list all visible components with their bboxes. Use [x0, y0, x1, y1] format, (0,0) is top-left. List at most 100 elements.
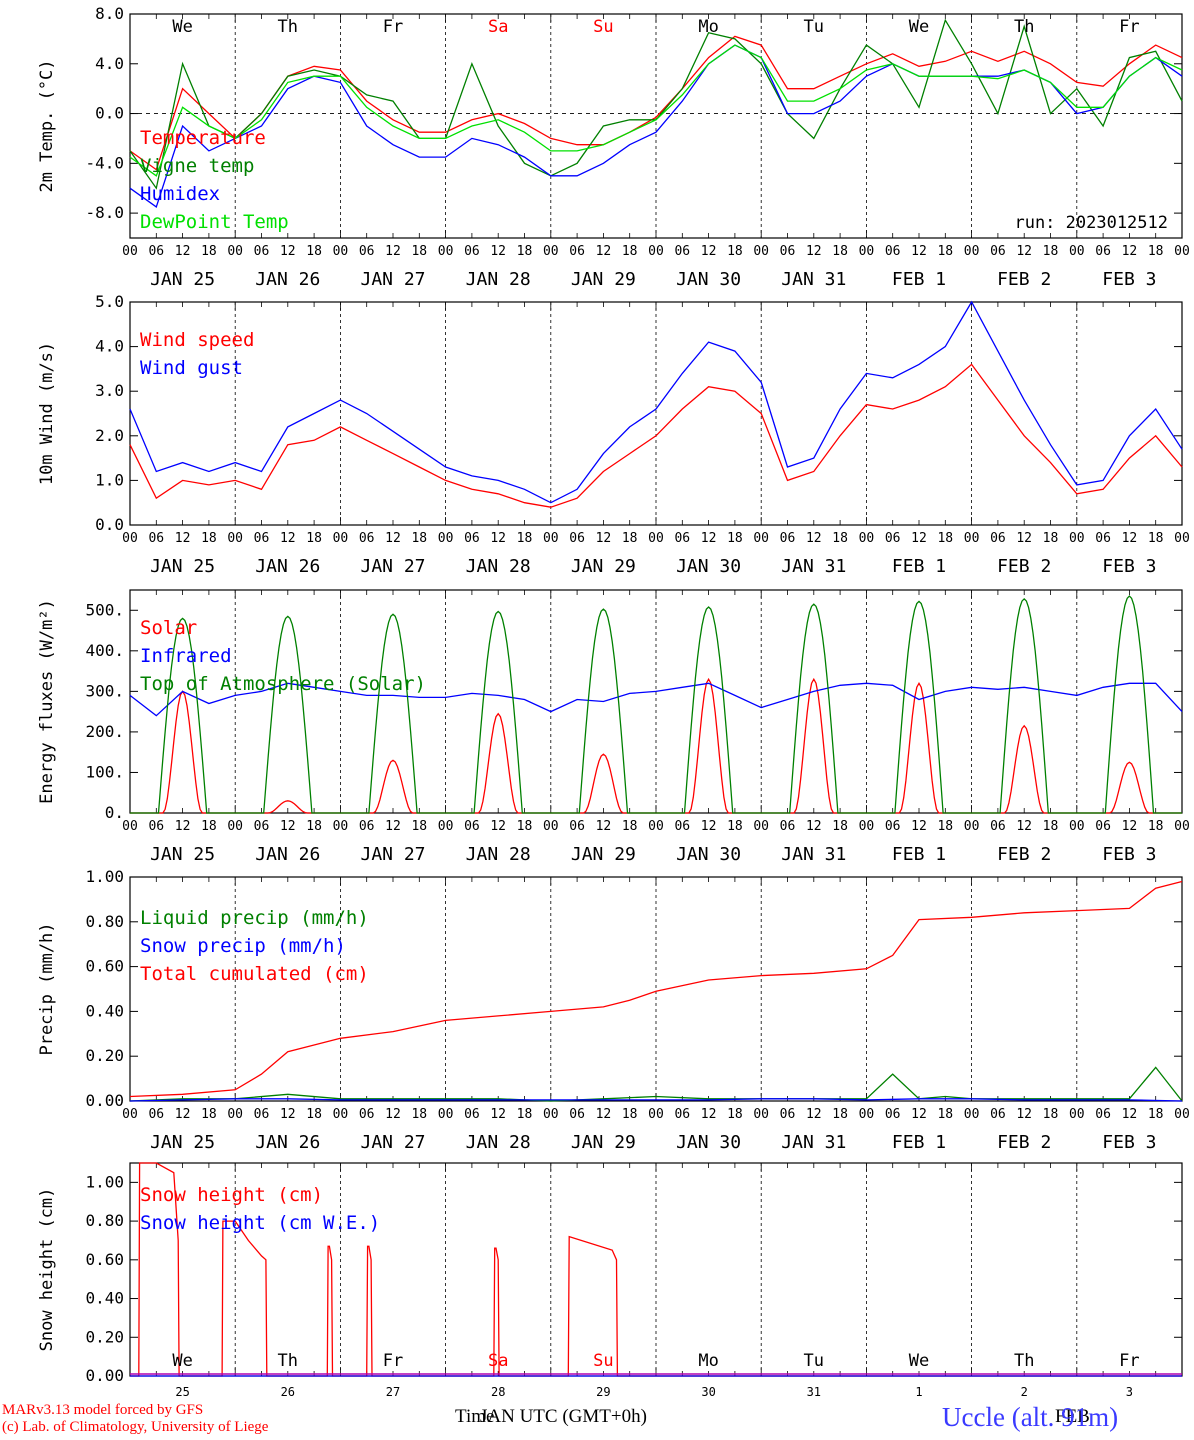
y-axis-label: Precip (mm/h) [37, 922, 57, 1055]
hour-tick-label: 12 [911, 1107, 927, 1122]
hour-tick-label: 12 [1122, 244, 1138, 259]
hour-tick-label: 06 [464, 531, 480, 546]
series-line-snow-precip-mm-h- [129, 1098, 1183, 1102]
date-label: JAN 31 [781, 269, 846, 290]
hour-tick-label: 06 [674, 244, 690, 259]
day-number: 28 [491, 1385, 505, 1399]
hour-tick-label: 00 [543, 819, 559, 834]
hour-tick-label: 00 [1174, 819, 1190, 834]
hour-tick-label: 12 [280, 1107, 296, 1122]
month2-label: FEB [1055, 1406, 1090, 1427]
hour-tick-label: 18 [517, 531, 533, 546]
hour-tick-label: 00 [1069, 1107, 1085, 1122]
y-tick-label: 4.0 [95, 337, 124, 356]
x-axis-month: JAN UTC (GMT+0h) [480, 1406, 647, 1428]
series-line-wind-gust [129, 300, 1183, 504]
hour-tick-label: 06 [1095, 819, 1111, 834]
y-tick-label: 0.00 [85, 1091, 124, 1110]
date-label: JAN 30 [676, 844, 741, 865]
y-tick-label: 0.00 [85, 1366, 124, 1385]
day-number: 31 [807, 1385, 821, 1399]
date-label: FEB 2 [997, 844, 1051, 865]
day-name: Th [1014, 1351, 1034, 1371]
hour-tick-label: 06 [990, 1107, 1006, 1122]
y-tick-label: 4.0 [95, 54, 124, 73]
hour-tick-label: 06 [569, 244, 585, 259]
panel-4 [129, 876, 1183, 1102]
day-name: Th [278, 17, 298, 37]
hour-tick-label: 06 [148, 244, 164, 259]
hour-tick-label: 12 [596, 531, 612, 546]
hour-tick-label: 00 [122, 244, 138, 259]
hour-tick-label: 06 [464, 819, 480, 834]
hour-tick-label: 00 [1174, 244, 1190, 259]
day-name: Tu [804, 1351, 824, 1371]
hour-tick-label: 18 [517, 244, 533, 259]
hour-tick-label: 12 [911, 819, 927, 834]
hour-tick-label: 06 [464, 1107, 480, 1122]
date-label: JAN 29 [571, 844, 636, 865]
plot-frame [129, 13, 1183, 239]
y-tick-label: 0.40 [85, 1001, 124, 1020]
legend-entry: Humidex [140, 183, 220, 205]
hour-tick-label: 06 [359, 531, 375, 546]
date-label: JAN 25 [150, 1132, 215, 1153]
hour-tick-label: 12 [1122, 1107, 1138, 1122]
hour-tick-label: 00 [1069, 819, 1085, 834]
date-label: FEB 1 [892, 269, 946, 290]
day-name: Th [1014, 17, 1034, 37]
hour-tick-label: 00 [333, 819, 349, 834]
hour-tick-label: 18 [201, 819, 217, 834]
y-tick-label: 200. [85, 722, 124, 741]
hour-tick-label: 18 [727, 819, 743, 834]
hour-tick-label: 12 [596, 1107, 612, 1122]
day-name: Fr [1119, 1351, 1139, 1371]
hour-tick-label: 00 [333, 1107, 349, 1122]
y-tick-label: 0.80 [85, 912, 124, 931]
date-label: FEB 1 [892, 1132, 946, 1153]
series-line-temperature [129, 35, 1183, 171]
day-name: Tu [804, 17, 824, 37]
date-label: JAN 29 [571, 1132, 636, 1153]
hour-tick-label: 18 [937, 819, 953, 834]
hour-tick-label: 12 [490, 244, 506, 259]
hour-tick-label: 18 [517, 819, 533, 834]
y-tick-label: 2.0 [95, 426, 124, 445]
hour-tick-label: 06 [990, 531, 1006, 546]
date-label: JAN 27 [360, 1132, 425, 1153]
hour-tick-label: 00 [648, 244, 664, 259]
day-name: Fr [1119, 17, 1139, 37]
hour-tick-label: 06 [464, 244, 480, 259]
hour-tick-label: 12 [1016, 244, 1032, 259]
hour-tick-label: 00 [227, 819, 243, 834]
y-tick-label: 0.60 [85, 1250, 124, 1269]
hour-tick-label: 18 [832, 1107, 848, 1122]
legend-entry: Temperature [140, 127, 266, 149]
hour-tick-label: 18 [832, 244, 848, 259]
hour-tick-label: 12 [490, 531, 506, 546]
panel-1 [129, 13, 1183, 239]
hour-tick-label: 06 [780, 531, 796, 546]
legend-entry: Total cumulated (cm) [140, 963, 369, 985]
y-tick-label: 8.0 [95, 4, 124, 23]
date-label: FEB 3 [1102, 1132, 1156, 1153]
hour-tick-label: 00 [964, 1107, 980, 1122]
plot-frame [129, 301, 1183, 526]
hour-tick-label: 12 [1016, 819, 1032, 834]
series-line-humidex [129, 44, 1183, 208]
y-tick-label: 1.00 [85, 867, 124, 886]
hour-tick-label: 18 [937, 531, 953, 546]
hour-tick-label: 00 [438, 531, 454, 546]
legend-entry: Vigne temp [140, 155, 254, 177]
date-label: JAN 26 [255, 269, 320, 290]
hour-tick-label: 06 [569, 819, 585, 834]
date-label: JAN 27 [360, 556, 425, 577]
hour-tick-label: 12 [701, 1107, 717, 1122]
hour-tick-label: 12 [280, 531, 296, 546]
hour-tick-label: 18 [411, 244, 427, 259]
legend-entry: Liquid precip (mm/h) [140, 907, 369, 929]
series-line-top-of-atmosphere-solar- [130, 595, 1182, 814]
y-tick-label: 300. [85, 681, 124, 700]
hour-tick-label: 18 [1148, 1107, 1164, 1122]
